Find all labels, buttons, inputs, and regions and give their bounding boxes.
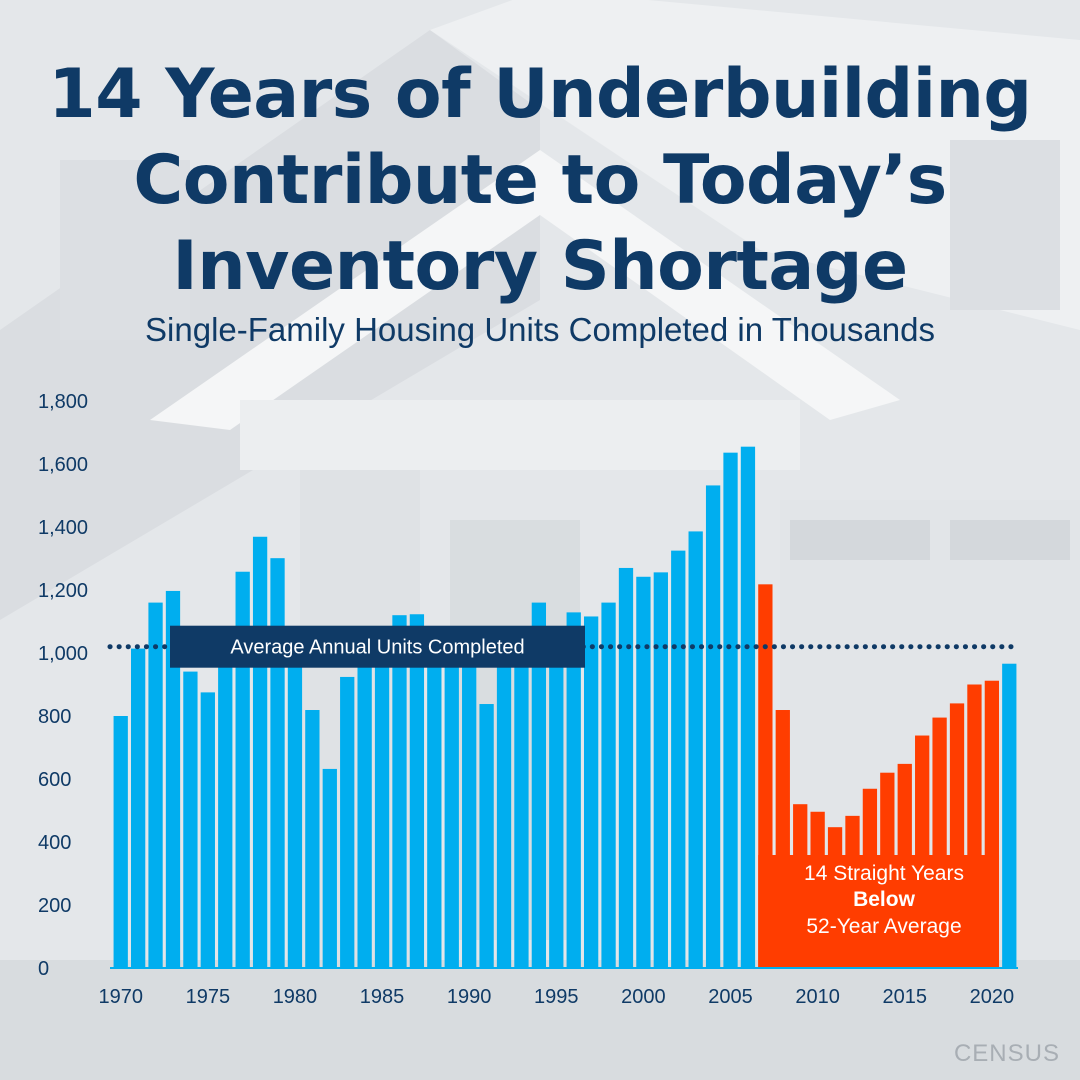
bar-2004 [705, 485, 721, 968]
x-tick-label: 1985 [360, 986, 405, 1008]
bar-1993 [514, 640, 529, 968]
bar-1986 [392, 615, 407, 968]
x-tick-label: 1970 [98, 986, 143, 1008]
y-tick-label: 600 [38, 769, 71, 791]
bar-2005 [723, 452, 738, 968]
bar-2003 [688, 531, 703, 968]
chart-title: 14 Years of Underbuilding Contribute to … [40, 52, 1040, 310]
x-tick-label: 2005 [708, 986, 753, 1008]
source-label: CENSUS [953, 1040, 1060, 1067]
bar-1970 [113, 716, 128, 968]
bar-1977 [235, 571, 250, 968]
y-tick-label: 0 [38, 958, 49, 980]
y-tick-label: 1,400 [38, 517, 88, 539]
bar-1974 [183, 671, 198, 968]
x-tick-label: 2020 [970, 986, 1015, 1008]
bar-1985 [374, 630, 390, 968]
bar-1978 [252, 536, 268, 968]
y-tick-label: 1,600 [38, 454, 88, 476]
bar-1988 [427, 626, 442, 968]
bar-1982 [322, 768, 337, 968]
y-tick-label: 1,200 [38, 580, 88, 602]
bar-1976 [218, 642, 233, 968]
bar-1983 [340, 676, 355, 968]
bar-2000 [636, 576, 651, 968]
bar-1971 [130, 648, 146, 968]
bar-1987 [409, 614, 425, 968]
bar-1998 [601, 602, 616, 968]
bar-1984 [357, 645, 372, 969]
bar-1997 [583, 616, 599, 968]
bar-2006 [740, 446, 756, 968]
y-tick-label: 1,000 [38, 643, 88, 665]
below-average-panel [758, 855, 1000, 968]
bar-1972 [148, 602, 163, 968]
note-line-1: 14 Straight Years [804, 862, 964, 885]
chart-subtitle: Single-Family Housing Units Completed in… [145, 311, 935, 348]
title-line-2: Contribute to Today’s [133, 141, 947, 220]
bar-1989 [444, 644, 459, 968]
bar-1996 [566, 612, 581, 968]
bar-1995 [549, 632, 564, 968]
bar-2001 [653, 572, 668, 968]
x-tick-label: 2015 [883, 986, 928, 1008]
y-tick-label: 400 [38, 832, 71, 854]
title-line-1: 14 Years of Underbuilding [48, 55, 1032, 134]
y-axis: 0 200 400 600 800 1,000 1,200 1,400 1,600 1,800 [38, 391, 88, 980]
bar-1980 [287, 666, 303, 968]
bar-2021 [1002, 663, 1017, 968]
bar-1999 [618, 567, 634, 968]
bar-1979 [270, 558, 285, 968]
x-tick-label: 1975 [186, 986, 231, 1008]
below-average-note: 14 Straight Years Below 52-Year Average [804, 862, 964, 938]
bar-1975 [200, 692, 215, 969]
bar-1981 [305, 710, 320, 968]
x-axis: 1970 1975 1980 1985 1990 1995 2000 2005 2010 2015… [98, 986, 1014, 1008]
bar-2002 [671, 550, 686, 969]
x-tick-label: 1990 [447, 986, 492, 1008]
bar-1991 [479, 704, 494, 968]
y-tick-label: 200 [38, 895, 71, 917]
x-tick-label: 2010 [795, 986, 840, 1008]
bar-1992 [496, 664, 512, 968]
bar-1973 [165, 590, 181, 968]
average-label-box [170, 625, 585, 668]
bars [113, 446, 1017, 969]
x-tick-label: 1995 [534, 986, 579, 1008]
note-line-2: Below [853, 888, 916, 911]
average-label: Average Annual Units Completed [230, 637, 524, 659]
y-tick-label: 800 [38, 706, 71, 728]
title-line-3: Inventory Shortage [172, 227, 908, 306]
x-tick-label: 1980 [273, 986, 318, 1008]
y-tick-label: 1,800 [38, 391, 88, 413]
x-tick-label: 2000 [621, 986, 666, 1008]
bar-1990 [462, 663, 477, 968]
note-line-3: 52-Year Average [806, 915, 961, 938]
bar-1994 [531, 602, 547, 968]
